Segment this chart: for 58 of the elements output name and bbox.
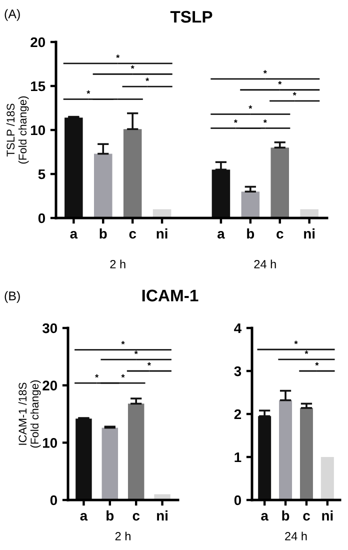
y-tick-label: 20	[30, 37, 46, 48]
x-tick-label: ni	[157, 510, 168, 520]
x-tick-label: a	[80, 513, 88, 521]
text: 24 h	[254, 260, 276, 268]
annotation: *	[147, 362, 151, 366]
y-tick-label: 3	[234, 366, 242, 376]
annotation: *	[292, 92, 296, 96]
y-axis-title: TSLP /18S (Fold change)	[6, 96, 29, 164]
annotation: *	[116, 54, 120, 58]
y-tick-label: 10	[43, 438, 58, 448]
y-tick-label: 2	[234, 409, 242, 420]
text: (B)	[4, 291, 20, 303]
annotation: *	[146, 78, 150, 82]
annotation: *	[263, 119, 267, 123]
x-tick-label: ni	[156, 228, 168, 238]
x-tick-label: c	[276, 231, 284, 239]
y-tick-label: 0	[50, 495, 58, 506]
annotation: *	[86, 90, 90, 94]
y-tick-label: 5	[38, 169, 46, 180]
annotation: *	[304, 350, 308, 354]
x-tick-label: c	[132, 513, 140, 521]
chart-title: TSLP	[170, 10, 212, 23]
y-axis-title: ICAM-1 /18S (Fold change)	[18, 380, 41, 448]
y-tick-label: 10	[31, 125, 46, 136]
y-tick-label: 4	[234, 323, 242, 334]
x-tick-label: ni	[322, 510, 333, 520]
annotation: *	[121, 341, 125, 344]
annotation: *	[95, 374, 99, 378]
x-tick-label: b	[100, 228, 107, 239]
x-tick-label: ni	[304, 228, 315, 238]
x-axis-title: 2 h	[115, 532, 130, 540]
x-tick-label: a	[218, 231, 225, 239]
x-tick-label: c	[129, 231, 136, 239]
annotation: *	[315, 362, 319, 366]
y-tick-label: 0	[234, 495, 242, 506]
chart-title: ICAM-1	[142, 290, 198, 302]
x-tick-label: c	[303, 513, 310, 521]
annotation: *	[234, 119, 238, 123]
annotation: *	[294, 340, 298, 344]
annotation: *	[121, 374, 125, 378]
text: (A)	[4, 9, 20, 21]
annotation: *	[248, 105, 252, 109]
annotation: *	[263, 70, 267, 74]
x-tick-label: b	[106, 510, 114, 521]
annotation: *	[278, 81, 282, 84]
y-tick-label: 30	[42, 323, 58, 334]
y-tick-label: 20	[42, 380, 58, 391]
x-axis-title: 24 h	[285, 532, 307, 540]
annotation: *	[134, 350, 138, 354]
y-tick-label: 1	[234, 452, 242, 462]
x-tick-label: b	[247, 228, 254, 239]
y-tick-label: 15	[31, 81, 46, 92]
x-tick-label: a	[70, 231, 78, 239]
y-tick-label: 0	[38, 213, 46, 224]
text: 2 h	[110, 260, 126, 268]
annotation: *	[130, 65, 134, 69]
x-tick-label: a	[261, 513, 269, 521]
x-tick-label: b	[282, 510, 290, 521]
